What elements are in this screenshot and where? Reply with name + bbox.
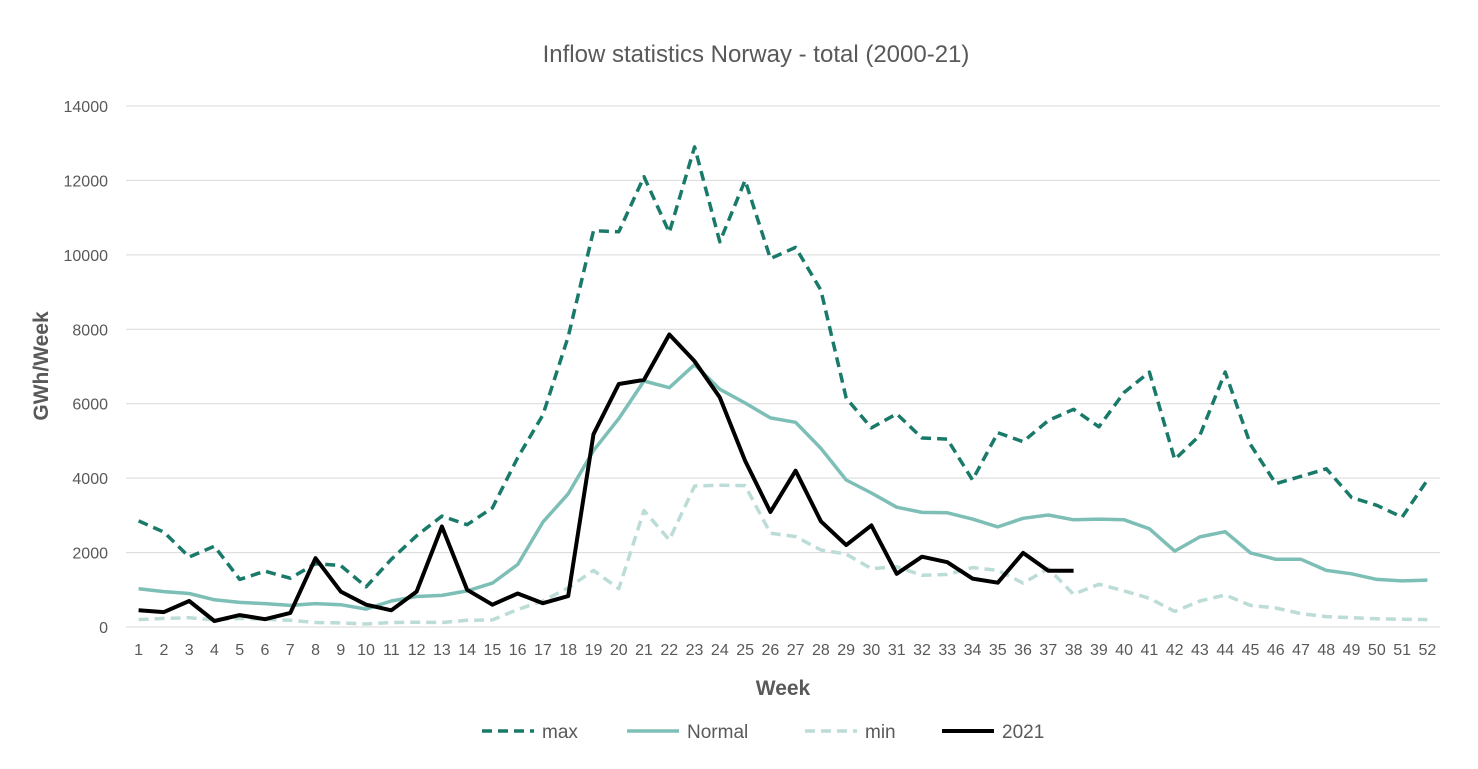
x-tick-label: 12 [408,642,426,659]
x-tick-label: 28 [812,642,830,659]
x-axis-label: Week [756,677,811,700]
x-tick-label: 39 [1090,642,1108,659]
y-axis-ticks: 0 2000 4000 6000 8000 10000 12000 14000 [64,99,109,637]
y-tick-label: 6000 [72,397,108,414]
x-tick-label: 10 [357,642,375,659]
x-tick-label: 52 [1418,642,1436,659]
y-tick-label: 12000 [64,173,109,190]
x-tick-label: 38 [1065,642,1083,659]
x-tick-label: 7 [286,642,295,659]
x-tick-label: 21 [635,642,653,659]
legend-item-min: min [805,722,896,743]
x-tick-label: 24 [711,642,729,659]
y-tick-label: 0 [99,620,108,637]
x-tick-label: 32 [913,642,931,659]
chart-title: Inflow statistics Norway - total (2000-2… [543,41,970,68]
legend-item-normal: Normal [627,722,748,743]
x-tick-label: 37 [1039,642,1057,659]
x-tick-label: 25 [736,642,754,659]
x-tick-label: 43 [1191,642,1209,659]
x-tick-label: 9 [336,642,345,659]
x-tick-label: 16 [509,642,527,659]
x-tick-label: 44 [1216,642,1234,659]
x-tick-label: 5 [235,642,244,659]
x-tick-label: 3 [185,642,194,659]
series-line-min [138,483,1428,626]
x-axis-ticks: 1 2 3 4 5 6 7 8 9 10 11 12 13 14 15 16 17 18 19 20 21 22 23 24 2… [134,642,1436,659]
y-tick-label: 4000 [72,471,108,488]
x-tick-label: 2 [159,642,168,659]
x-tick-label: 50 [1368,642,1386,659]
x-tick-label: 11 [383,642,400,659]
x-tick-label: 8 [311,642,320,659]
x-tick-label: 35 [989,642,1007,659]
x-tick-label: 33 [938,642,956,659]
y-tick-label: 10000 [64,248,109,265]
x-tick-label: 22 [660,642,678,659]
x-tick-label: 46 [1267,642,1285,659]
series-line-normal [138,362,1428,611]
legend: max Normal min 2021 [482,722,1044,743]
x-tick-label: 26 [761,642,779,659]
legend-label: max [542,722,578,743]
x-tick-label: 36 [1014,642,1032,659]
x-tick-label: 41 [1141,642,1159,659]
x-tick-label: 45 [1242,642,1260,659]
gridlines [126,105,1440,628]
x-tick-label: 51 [1393,642,1411,659]
x-tick-label: 40 [1115,642,1133,659]
x-tick-label: 29 [837,642,855,659]
y-tick-label: 14000 [64,99,109,116]
x-tick-label: 13 [433,642,451,659]
x-tick-label: 17 [534,642,552,659]
legend-label: min [865,722,896,743]
series-line-max [137,145,1429,589]
x-tick-label: 20 [610,642,628,659]
x-tick-label: 34 [964,642,982,659]
x-tick-label: 31 [888,642,906,659]
y-tick-label: 8000 [72,322,108,339]
y-tick-label: 2000 [72,546,108,563]
series-line-2021 [138,332,1074,623]
x-tick-label: 48 [1317,642,1335,659]
x-tick-label: 47 [1292,642,1310,659]
x-tick-label: 19 [585,642,603,659]
x-tick-label: 18 [559,642,577,659]
y-axis-label: GWh/Week [30,311,53,421]
legend-label: 2021 [1002,722,1044,743]
x-tick-label: 14 [458,642,476,659]
x-tick-label: 23 [686,642,704,659]
x-tick-label: 6 [261,642,270,659]
series-lines [137,145,1429,626]
x-tick-label: 1 [134,642,143,659]
x-tick-label: 49 [1343,642,1361,659]
x-tick-label: 42 [1166,642,1184,659]
legend-label: Normal [687,722,748,743]
legend-item-2021: 2021 [942,722,1044,743]
x-tick-label: 30 [863,642,881,659]
x-tick-label: 15 [484,642,502,659]
legend-item-max: max [482,722,578,743]
x-tick-label: 4 [210,642,219,659]
x-tick-label: 27 [787,642,805,659]
